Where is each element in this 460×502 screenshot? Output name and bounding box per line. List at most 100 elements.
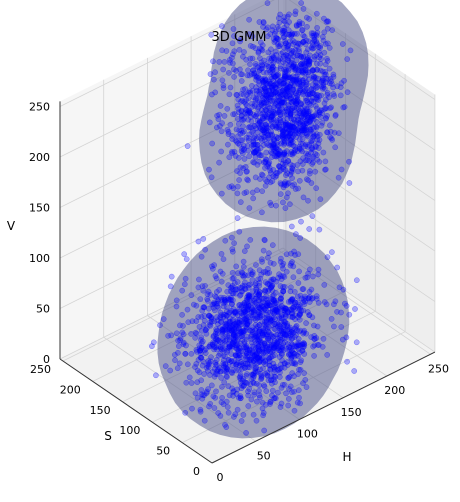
scatter-point (268, 114, 275, 120)
scatter-point (306, 118, 312, 125)
scatter-point (280, 59, 286, 65)
scatter-point (200, 236, 207, 242)
scatter-point (323, 301, 330, 308)
scatter-point (297, 359, 304, 365)
scatter-point (292, 144, 299, 150)
scatter-point (278, 181, 285, 188)
scatter-point (258, 101, 264, 107)
scatter-point (236, 330, 243, 337)
scatter-point (259, 399, 266, 406)
scatter-point (323, 105, 330, 112)
scatter-point (295, 126, 301, 133)
scatter-point (263, 91, 270, 98)
scatter-point (255, 104, 262, 111)
scatter-point (338, 80, 345, 87)
scatter-point (269, 69, 276, 76)
scatter-point (254, 354, 261, 361)
scatter-point (259, 137, 265, 144)
scatter-point (268, 331, 274, 338)
scatter-point (215, 337, 222, 344)
scatter-point (256, 291, 262, 297)
scatter-point (305, 72, 312, 78)
scatter-point (266, 281, 273, 288)
scatter-point (296, 22, 302, 29)
scatter-point (243, 350, 250, 357)
scatter-point (266, 329, 272, 336)
scatter-point (272, 74, 278, 80)
scatter-point (274, 99, 280, 105)
scatter-point (258, 376, 264, 383)
scatter-point (180, 331, 187, 338)
scatter-point (266, 346, 272, 352)
scatter-point (312, 168, 319, 175)
scatter-point (313, 38, 320, 45)
scatter-point (280, 121, 287, 128)
scatter-point (257, 45, 263, 52)
scatter-point (245, 95, 252, 102)
scatter-point (310, 130, 317, 137)
scatter-point (255, 146, 261, 153)
scatter-point (290, 274, 297, 281)
scatter-point (258, 135, 264, 142)
scatter-point (299, 131, 305, 138)
scatter-point (237, 199, 244, 205)
scatter-point (302, 67, 309, 73)
scatter-point (250, 375, 257, 381)
scatter-point (231, 327, 238, 333)
scatter-point (288, 306, 294, 313)
scatter-point (222, 298, 229, 305)
scatter-point (256, 314, 263, 320)
scatter-point (185, 319, 192, 326)
scatter-point (248, 271, 255, 278)
scatter-point (269, 123, 276, 130)
scatter-point (286, 19, 292, 25)
scatter-point (295, 130, 302, 137)
scatter-point (297, 366, 304, 373)
scatter-point (272, 306, 279, 313)
scatter-point (295, 346, 302, 352)
scatter-point (243, 91, 250, 98)
scatter-point (264, 33, 271, 40)
scatter-point (285, 309, 291, 315)
scatter-point (250, 288, 256, 295)
scatter-point (173, 330, 180, 337)
scatter-point (244, 72, 251, 79)
scatter-point (271, 345, 278, 351)
scatter-point (282, 161, 288, 168)
scatter-point (285, 402, 292, 409)
scatter-point (229, 132, 235, 139)
scatter-point (249, 129, 255, 135)
scatter-point (296, 76, 302, 83)
scatter-point (265, 300, 272, 307)
scatter-point (262, 345, 269, 351)
scatter-point (256, 67, 263, 74)
scatter-point (317, 67, 324, 74)
scatter-point (277, 89, 283, 96)
scatter-point (299, 347, 306, 354)
scatter-point (193, 347, 200, 353)
scatter-point (315, 112, 322, 118)
scatter-point (300, 286, 307, 292)
scatter-point (262, 182, 269, 189)
scatter-point (277, 11, 283, 18)
scatter-point (222, 297, 228, 304)
scatter-point (268, 277, 275, 283)
scatter-point (287, 130, 294, 137)
scatter-point (303, 150, 309, 157)
scatter-point (264, 178, 270, 185)
scatter-point (307, 102, 314, 109)
x-tick-label: 200 (384, 384, 405, 397)
scatter-point (240, 309, 247, 316)
scatter-point (235, 355, 242, 362)
scatter-point (297, 65, 304, 71)
scatter-point (199, 362, 206, 369)
scatter-point (264, 303, 271, 310)
scatter-point (271, 310, 278, 317)
scatter-point (288, 340, 295, 347)
scatter-point (282, 307, 288, 314)
scatter-point (282, 40, 289, 47)
scatter-point (272, 307, 278, 314)
scatter-point (302, 141, 309, 148)
scatter-point (256, 304, 263, 311)
scatter-point (204, 291, 211, 298)
